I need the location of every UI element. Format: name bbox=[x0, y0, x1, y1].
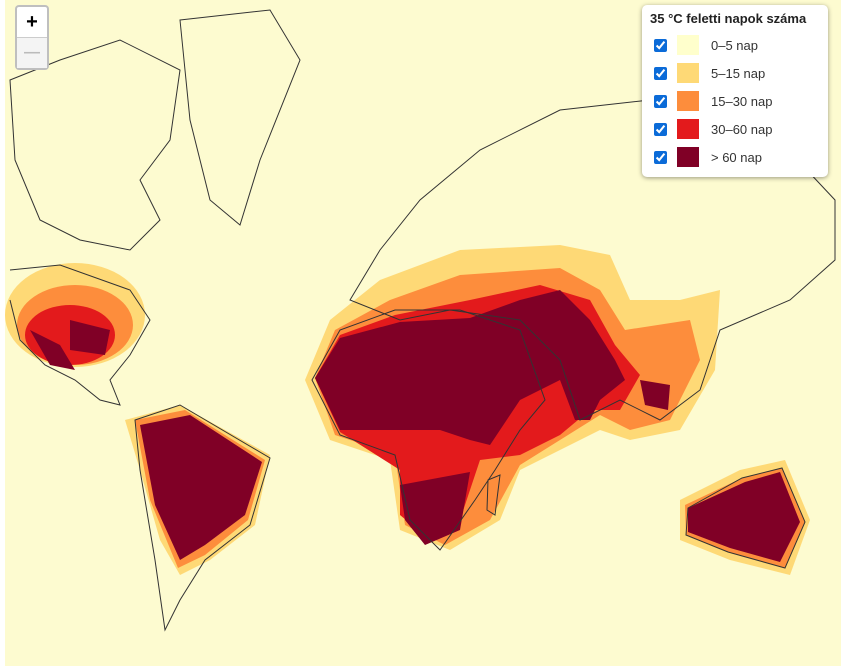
legend-swatch bbox=[677, 91, 699, 111]
legend-swatch bbox=[677, 63, 699, 83]
legend-label: 30–60 nap bbox=[711, 121, 773, 137]
legend-checkbox[interactable] bbox=[654, 94, 667, 108]
legend-items: 0–5 nap 5–15 nap 15–30 nap 30–60 nap > 60 na… bbox=[650, 31, 820, 171]
legend-label: 0–5 nap bbox=[711, 37, 758, 53]
heat-zones bbox=[5, 245, 810, 575]
legend-swatch bbox=[677, 35, 699, 55]
legend-item: 15–30 nap bbox=[650, 87, 820, 115]
zoom-controls: + — bbox=[15, 5, 49, 70]
legend-swatch bbox=[677, 147, 699, 167]
zoom-in[interactable]: + bbox=[26, 11, 38, 33]
legend-checkbox[interactable] bbox=[654, 122, 667, 136]
zoom-out[interactable]: — bbox=[17, 37, 47, 68]
legend-checkbox[interactable] bbox=[654, 38, 667, 52]
legend-checkbox[interactable] bbox=[654, 66, 667, 80]
legend-label: > 60 nap bbox=[711, 149, 762, 165]
legend: 35 °C feletti napok száma 0–5 nap 5–15 na… bbox=[642, 5, 828, 177]
legend-checkbox[interactable] bbox=[654, 150, 667, 164]
legend-label: 5–15 nap bbox=[711, 65, 766, 81]
legend-swatch bbox=[677, 119, 699, 139]
legend-label: 15–30 nap bbox=[711, 93, 773, 109]
legend-item: 0–5 nap bbox=[650, 31, 820, 59]
legend-item: 30–60 nap bbox=[650, 115, 820, 143]
coastlines bbox=[9, 9, 836, 632]
legend-item: > 60 nap bbox=[650, 143, 820, 171]
edge bbox=[0, 0, 5, 666]
legend-title: 35 °C feletti napok száma bbox=[650, 11, 807, 26]
legend-item: 5–15 nap bbox=[650, 59, 820, 87]
